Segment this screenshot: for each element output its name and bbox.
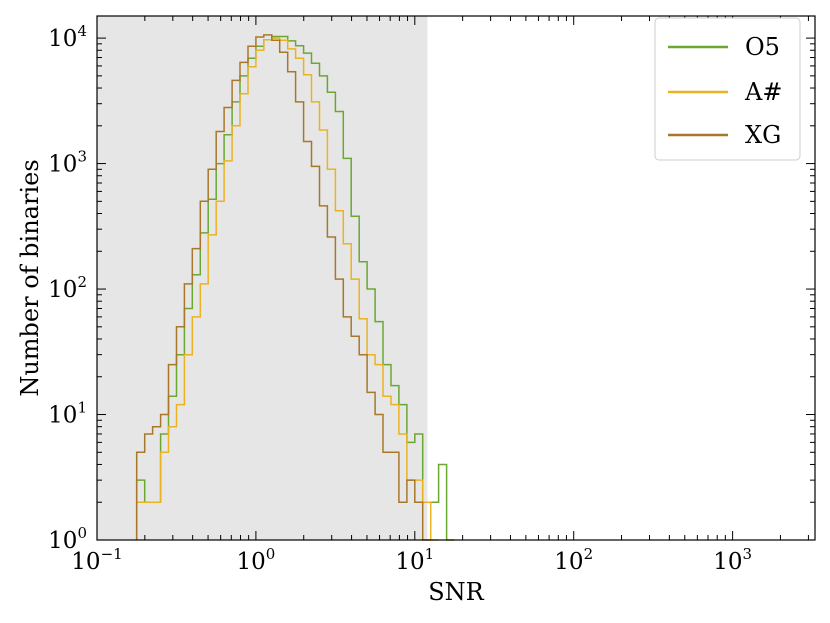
- x-tick-label: 101: [395, 545, 434, 575]
- x-tick-label: 102: [554, 545, 593, 575]
- x-tick-label: 10−1: [71, 545, 122, 575]
- y-tick-label: 100: [48, 524, 87, 554]
- y-tick-label: 102: [48, 273, 87, 303]
- x-axis-label: SNR: [428, 578, 484, 606]
- legend: O5 A# XG: [654, 17, 801, 161]
- x-tick-label: 103: [713, 545, 752, 575]
- shaded-region: [97, 16, 428, 540]
- histogram-series-a-sharp: [135, 37, 439, 541]
- x-tick-label: 100: [236, 545, 275, 575]
- histogram-series-group: [135, 34, 455, 541]
- legend-label-a-sharp: A#: [744, 78, 782, 106]
- histogram-series-xg: [135, 34, 431, 541]
- y-tick-label: 104: [48, 22, 87, 52]
- histogram-series-o5: [135, 35, 455, 541]
- y-tick-label: 101: [48, 399, 87, 429]
- y-tick-label: 103: [48, 148, 87, 178]
- legend-box: [654, 17, 801, 161]
- y-axis-label: Number of binaries: [16, 159, 44, 396]
- legend-label-xg: XG: [745, 121, 781, 149]
- legend-label-o5: O5: [745, 33, 780, 61]
- plot-frame: [96, 15, 816, 541]
